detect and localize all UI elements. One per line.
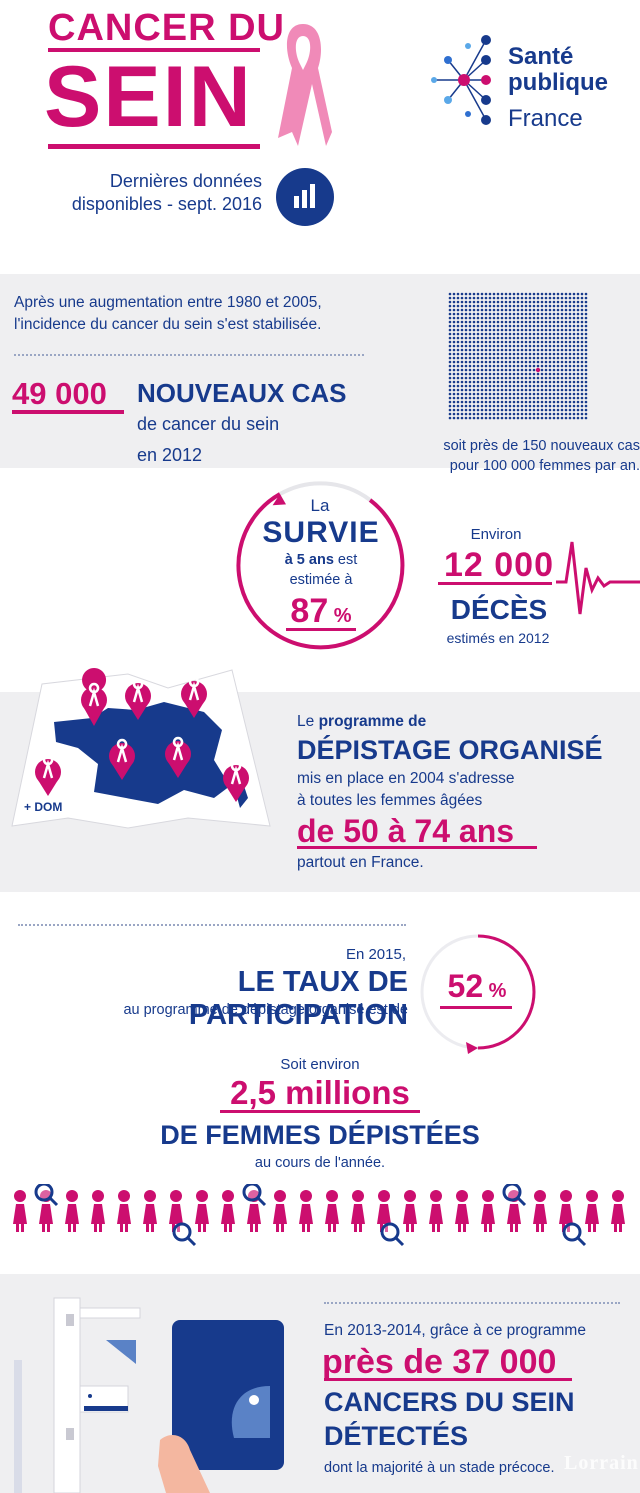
participation-value: 52 %	[430, 968, 524, 1005]
participation-heading: LE TAUX DE PARTICIPATION	[188, 966, 408, 1031]
logo-text-france: France	[508, 105, 583, 132]
dotted-divider-2	[18, 924, 406, 926]
survival-est: est	[333, 552, 358, 568]
women-count-underline	[220, 1110, 420, 1113]
rate-line-1: soit près de 150 nouveaux cas	[443, 438, 640, 454]
dot-grid-icon	[448, 292, 588, 420]
detected-heading-1: CANCERS DU SEIN	[324, 1387, 575, 1417]
screening-programme: programme de	[318, 713, 427, 730]
survival-la: La	[310, 496, 330, 515]
survival-circle-icon	[236, 481, 405, 650]
survival-duration: à 5 ans est	[236, 552, 406, 568]
women-heading: DE FEMMES DÉPISTÉES	[160, 1120, 480, 1150]
detected-sub: dont la majorité à un stade précoce.	[324, 1460, 555, 1476]
detected-number: près de 37 000	[322, 1343, 557, 1381]
deaths-environ: Environ	[470, 526, 522, 543]
subtitle-line-1: Dernières données	[109, 171, 262, 191]
women-count: 2,5 millions	[230, 1074, 410, 1111]
screening-line-3: partout en France.	[297, 854, 424, 871]
survival-estimated: estimée à	[289, 572, 353, 588]
survival-underline	[286, 628, 356, 631]
screening-intro: Le programme de	[297, 712, 426, 732]
survival-5-years: à 5 ans	[284, 552, 334, 568]
survival-heading: SURVIE	[262, 516, 380, 549]
participation-circle-icon	[420, 934, 536, 1054]
rate-line-2: pour 100 000 femmes par an.	[449, 458, 640, 474]
header-subtitle: Dernières données disponibles - sept. 20…	[20, 170, 262, 216]
screening-heading: DÉPISTAGE ORGANISÉ	[297, 735, 603, 765]
participation-underline	[440, 1006, 512, 1009]
deaths-underline	[438, 582, 552, 585]
intro-line-2: l'incidence du cancer du sein s'est stab…	[14, 316, 322, 333]
women-year: au cours de l'année.	[254, 1155, 386, 1171]
intro-line-1: Après une augmentation entre 1980 et 200…	[14, 294, 322, 311]
participation-number: 52	[447, 968, 484, 1004]
watermark-logo: Lorrain	[564, 1452, 639, 1474]
survival-unit: %	[328, 605, 352, 627]
dotted-divider-3	[324, 1302, 620, 1304]
logo-text-sante: Santé	[508, 43, 574, 70]
dom-label: + DOM	[24, 800, 63, 814]
heartbeat-line-icon	[556, 541, 640, 615]
detected-underline	[324, 1378, 572, 1381]
dotted-divider	[14, 354, 364, 356]
mammography-machine-icon	[14, 1297, 284, 1493]
screening-line-2: à toutes les femmes âgées	[297, 792, 483, 809]
age-underline	[297, 846, 537, 849]
title-line-1: CANCER DU	[48, 7, 285, 49]
title-line-2: SEIN	[44, 49, 253, 145]
detected-intro: En 2013-2014, grâce à ce programme	[324, 1322, 586, 1339]
deaths-heading: DÉCÈS	[450, 594, 548, 625]
sante-publique-logo-icon	[431, 35, 491, 125]
screening-age: de 50 à 74 ans	[297, 813, 515, 849]
participation-sub: au programme de dépistage organisé est d…	[123, 1002, 408, 1018]
survival-number: 87	[290, 592, 329, 630]
france-map-icon	[11, 668, 271, 829]
incidence-intro: Après une augmentation entre 1980 et 200…	[14, 292, 322, 336]
deaths-number: 12 000	[444, 546, 554, 584]
participation-unit: %	[483, 980, 507, 1002]
detected-heading-2: DÉTECTÉS	[324, 1421, 469, 1451]
title-underline	[48, 48, 260, 52]
participation-year: En 2015,	[345, 946, 406, 963]
new-cases-number: 49 000	[12, 376, 107, 411]
new-cases-heading: NOUVEAUX CAS	[137, 378, 347, 408]
subtitle-line-2: disponibles - sept. 2016	[71, 194, 262, 214]
number-underline	[12, 410, 124, 414]
new-cases-sub2: en 2012	[137, 445, 203, 465]
title-underline-2	[48, 144, 260, 149]
screening-line-1: mis en place en 2004 s'adresse	[297, 770, 515, 787]
incidence-rate-text: soit près de 150 nouveaux cas pour 100 0…	[390, 436, 640, 476]
women-soit: Soit environ	[280, 1056, 360, 1073]
new-cases-sub1: de cancer du sein	[137, 414, 280, 434]
logo-text-publique: publique	[508, 69, 608, 96]
pink-ribbon-icon	[278, 24, 332, 146]
women-figures-icon	[13, 1184, 625, 1247]
screening-le: Le	[297, 713, 319, 730]
survival-value: 87 %	[236, 592, 406, 631]
bar-chart-icon	[276, 168, 334, 226]
deaths-sub: estimés en 2012	[446, 630, 550, 646]
